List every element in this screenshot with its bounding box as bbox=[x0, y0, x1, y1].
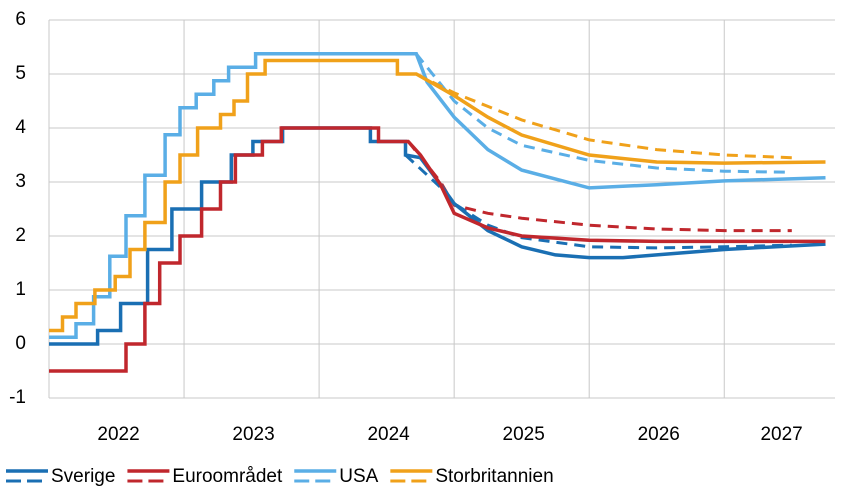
y-tick-label: -1 bbox=[9, 387, 26, 408]
x-tick-label: 2022 bbox=[97, 424, 139, 445]
x-tick-label: 2027 bbox=[760, 424, 802, 445]
legend-label: Euroområdet bbox=[172, 466, 283, 487]
x-tick-label: 2024 bbox=[367, 424, 410, 445]
legend-label: USA bbox=[339, 466, 378, 487]
y-tick-label: 2 bbox=[15, 225, 26, 246]
legend-label: Sverige bbox=[51, 466, 115, 487]
y-tick-label: 1 bbox=[15, 279, 26, 300]
y-tick-label: 5 bbox=[15, 63, 26, 84]
y-tick-label: 6 bbox=[15, 9, 26, 30]
x-tick-label: 2023 bbox=[232, 424, 274, 445]
x-tick-label: 2026 bbox=[638, 424, 680, 445]
legend: Sverige Euroområdet USA Storbritannien bbox=[6, 466, 554, 487]
y-tick-label: 3 bbox=[15, 171, 26, 192]
line bbox=[49, 58, 826, 333]
forecast-line bbox=[404, 153, 792, 250]
y-tick-label: 0 bbox=[15, 333, 26, 354]
forecast-line bbox=[415, 72, 792, 160]
line bbox=[49, 126, 826, 373]
legend-label: Storbritannien bbox=[435, 466, 553, 487]
y-tick-label: 4 bbox=[15, 117, 26, 138]
x-tick-label: 2025 bbox=[503, 424, 545, 445]
